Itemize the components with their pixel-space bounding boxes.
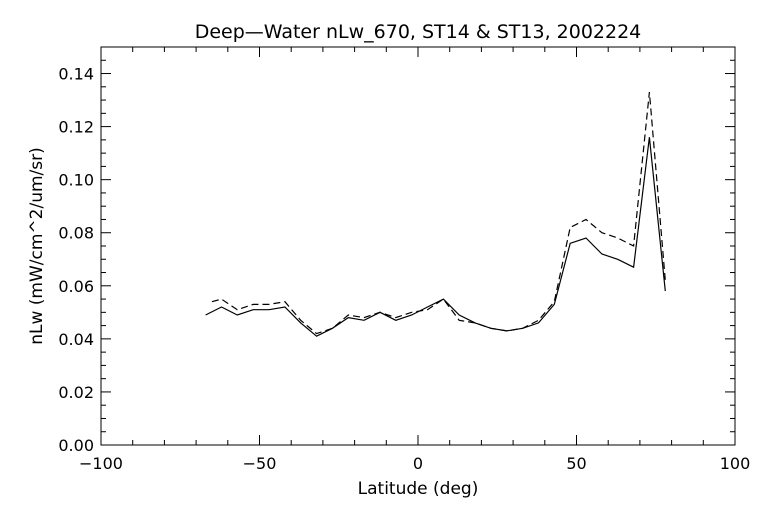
x-axis-label: Latitude (deg) [358, 479, 479, 499]
x-tick-label: 0 [413, 454, 423, 473]
x-tick-label: −100 [79, 454, 123, 473]
series-line-2 [211, 92, 666, 335]
y-tick-label: 0.00 [58, 436, 94, 455]
y-tick-label: 0.08 [58, 224, 94, 243]
x-tick-label: 100 [720, 454, 751, 473]
chart-title: Deep—Water nLw_670, ST14 & ST13, 2002224 [195, 21, 642, 43]
y-tick-label: 0.14 [58, 65, 94, 84]
y-tick-label: 0.10 [58, 171, 94, 190]
y-tick-label: 0.12 [58, 118, 94, 137]
y-axis-label: nLw (mW/cm^2/um/sr) [27, 147, 47, 345]
x-tick-label: 50 [566, 454, 586, 473]
series-layer [205, 92, 666, 337]
series-line-1 [205, 137, 666, 337]
y-tick-label: 0.04 [58, 330, 94, 349]
plot-frame [100, 46, 736, 446]
y-tick-label: 0.06 [58, 277, 94, 296]
x-axis: −100 −50 0 50 100 [79, 47, 750, 473]
x-tick-label: −50 [243, 454, 277, 473]
y-tick-label: 0.02 [58, 383, 94, 402]
y-axis: 0.00 0.02 0.04 0.06 0.08 0.10 0.12 0.14 [58, 46, 735, 455]
